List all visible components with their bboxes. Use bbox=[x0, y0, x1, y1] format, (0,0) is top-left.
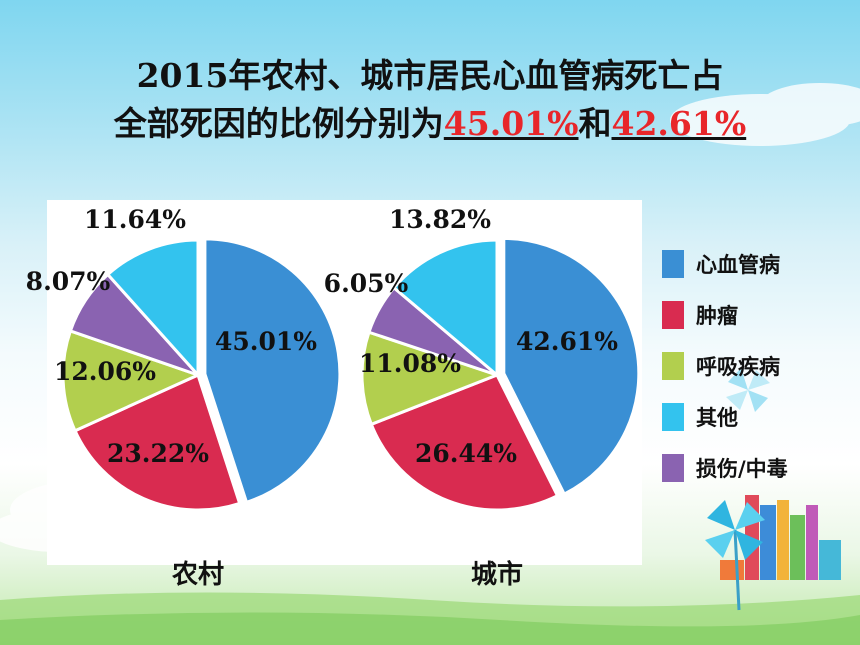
pie-slice bbox=[502, 236, 641, 497]
title-conjunction: 和 bbox=[578, 104, 612, 143]
chart-legend: 心血管病 肿瘤 呼吸疾病 其他 损伤/中毒 bbox=[662, 238, 788, 493]
pinwheel-icon bbox=[726, 368, 770, 412]
pie-title: 城市 bbox=[471, 559, 523, 590]
legend-label: 呼吸疾病 bbox=[696, 354, 780, 379]
data-label: 11.64% bbox=[84, 205, 186, 234]
legend-swatch bbox=[662, 300, 684, 329]
pinwheel-icon bbox=[705, 500, 765, 611]
legend-swatch bbox=[662, 351, 684, 380]
legend-swatch bbox=[662, 453, 684, 482]
pie-slice bbox=[73, 372, 242, 512]
legend-item: 肿瘤 bbox=[662, 289, 788, 340]
pie-slice bbox=[105, 238, 200, 379]
legend-label: 其他 bbox=[696, 405, 738, 430]
cloud-icon bbox=[670, 83, 860, 146]
pie-slice bbox=[360, 330, 502, 427]
legend-label: 肿瘤 bbox=[696, 303, 738, 328]
title-line-2-prefix: 全部死因的比例分别为 bbox=[113, 104, 444, 143]
legend-item: 损伤/中毒 bbox=[662, 442, 788, 493]
pie-slice bbox=[203, 237, 342, 505]
pie-slice bbox=[61, 329, 203, 433]
data-label: 12.06% bbox=[54, 357, 156, 386]
pie-slice bbox=[391, 238, 499, 379]
pie-slice bbox=[369, 373, 560, 512]
data-label: 42.61% bbox=[516, 327, 618, 356]
data-label: 6.05% bbox=[324, 269, 409, 298]
pie-chart-rural: 45.01% 23.22% 12.06% 8.07% 11.64% 农村 bbox=[26, 205, 342, 590]
slide-title: 2015年农村、城市居民心血管病死亡占 全部死因的比例分别为45.01%和42.… bbox=[0, 52, 860, 148]
data-label: 23.22% bbox=[107, 439, 209, 468]
data-label: 45.01% bbox=[215, 327, 317, 356]
legend-item: 其他 bbox=[662, 391, 788, 442]
legend-item: 心血管病 bbox=[662, 238, 788, 289]
urban-percentage-highlight: 42.61% bbox=[611, 104, 747, 143]
legend-label: 心血管病 bbox=[696, 252, 780, 277]
legend-item: 呼吸疾病 bbox=[662, 340, 788, 391]
data-label: 8.07% bbox=[26, 267, 111, 296]
data-label: 13.82% bbox=[389, 205, 491, 234]
title-line-1: 2015年农村、城市居民心血管病死亡占 bbox=[136, 56, 724, 95]
pie-title: 农村 bbox=[171, 560, 224, 590]
grass-icon bbox=[0, 592, 860, 645]
legend-label: 损伤/中毒 bbox=[696, 456, 788, 481]
title-line-2: 全部死因的比例分别为45.01%和42.61% bbox=[0, 100, 860, 148]
legend-swatch bbox=[662, 402, 684, 431]
data-label: 11.08% bbox=[359, 349, 461, 378]
rural-percentage-highlight: 45.01% bbox=[443, 104, 579, 143]
legend-swatch bbox=[662, 249, 684, 278]
data-label: 26.44% bbox=[415, 439, 517, 468]
pie-chart-urban: 42.61% 26.44% 11.08% 6.05% 13.82% 城市 bbox=[324, 205, 641, 590]
